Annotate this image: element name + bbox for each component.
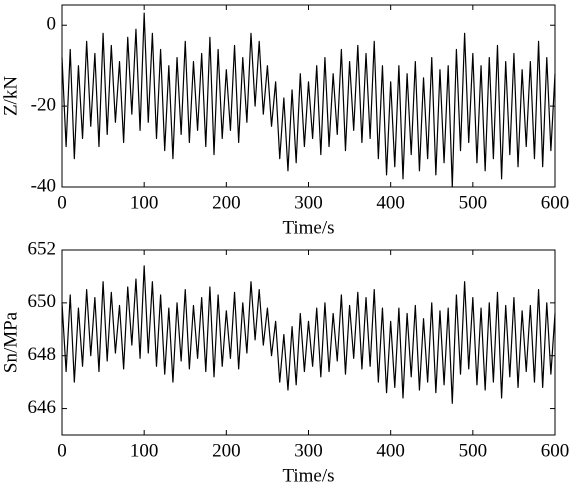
y-tick-label: 0 (47, 14, 57, 35)
x-axis-label: Time/s (282, 465, 334, 486)
y-tick-label: 650 (28, 291, 57, 312)
x-tick-label: 600 (541, 440, 570, 461)
y-tick-label: 652 (28, 238, 57, 259)
x-tick-label: 100 (130, 192, 159, 213)
x-tick-label: 0 (57, 192, 67, 213)
y-tick-label: -20 (31, 94, 56, 115)
y-tick-label: 646 (28, 397, 57, 418)
axes-frame (61, 249, 556, 436)
x-tick-label: 500 (459, 192, 488, 213)
x-axis-label: Time/s (282, 217, 334, 238)
y-axis-label: Sn/MPa (0, 311, 21, 373)
x-tick-label: 200 (212, 192, 241, 213)
x-tick-label: 300 (294, 192, 323, 213)
x-tick-label: 400 (376, 440, 405, 461)
x-tick-label: 100 (130, 440, 159, 461)
x-tick-label: 300 (294, 440, 323, 461)
x-tick-label: 500 (459, 440, 488, 461)
x-tick-label: 400 (376, 192, 405, 213)
y-tick-label: 648 (28, 344, 57, 365)
x-tick-label: 0 (57, 440, 67, 461)
x-tick-label: 200 (212, 440, 241, 461)
y-tick-label: -40 (31, 175, 56, 196)
signal-line (61, 265, 556, 404)
signal-line (61, 12, 556, 188)
y-axis-label: Z/kN (0, 76, 21, 116)
x-tick-label: 600 (541, 192, 570, 213)
